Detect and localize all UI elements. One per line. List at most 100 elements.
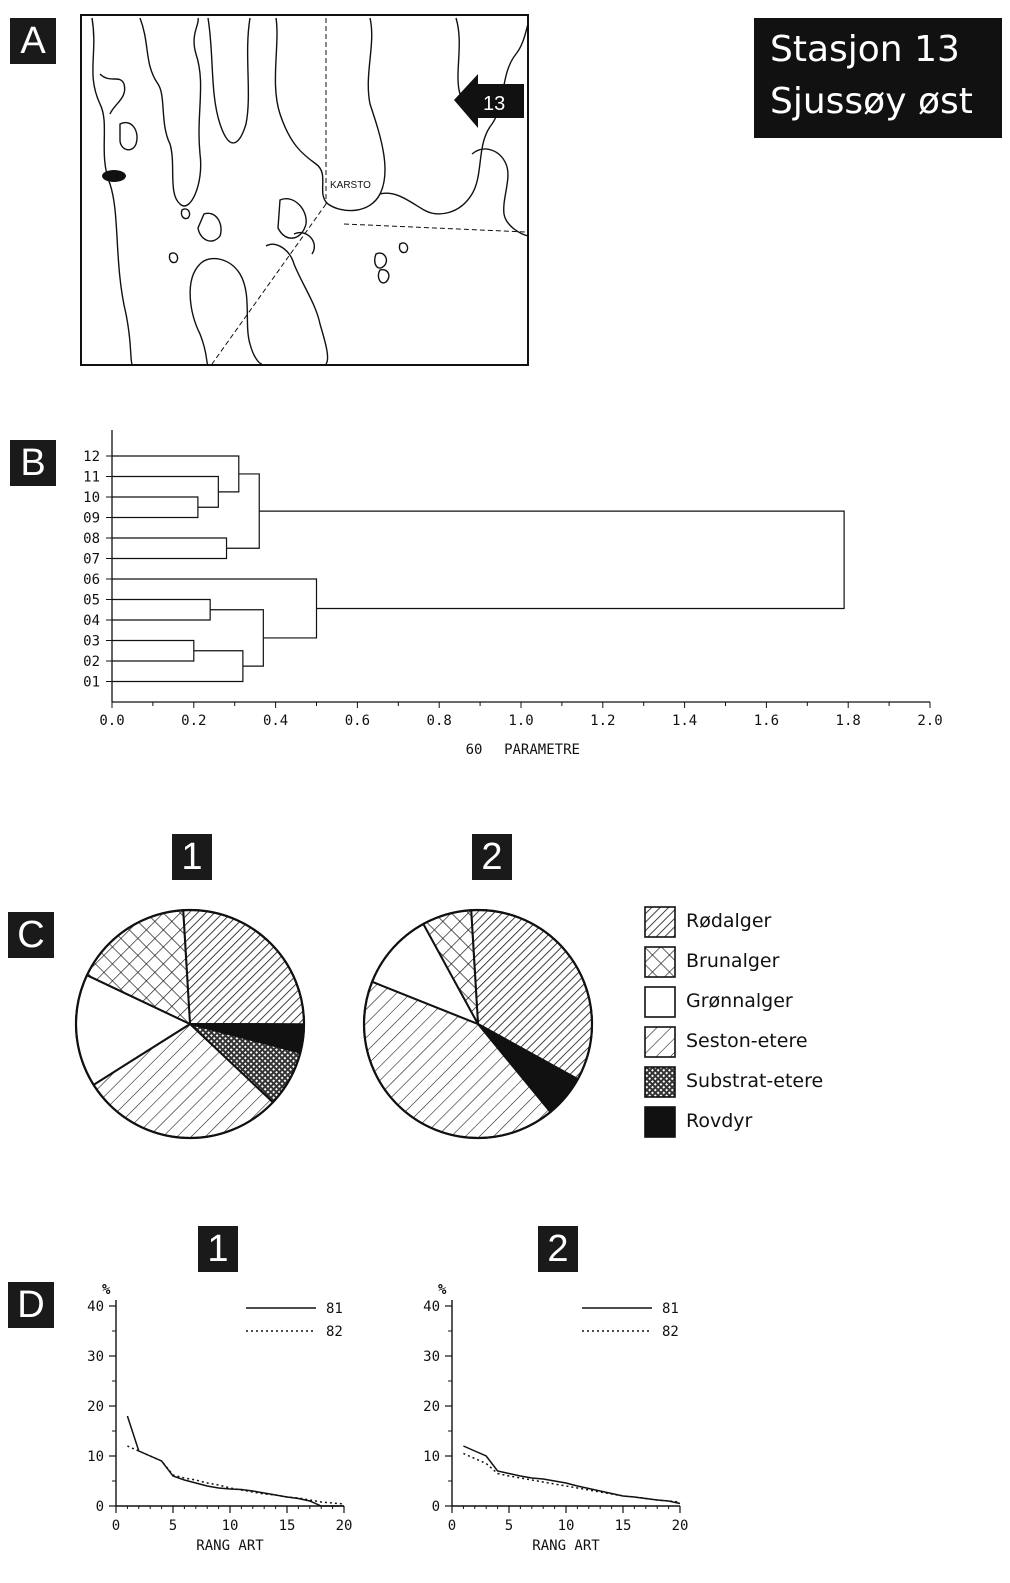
station-marker-number: 13 xyxy=(483,93,505,115)
dendrogram-leaf-label: 11 xyxy=(83,470,100,486)
dendrogram-x-tick-label: 1.2 xyxy=(590,713,615,729)
rank-abundance-chart-2: %40 30 20 10 00 5 10 15 20 RANG ART 81 82 xyxy=(423,1282,689,1554)
dendrogram-leaf-label: 01 xyxy=(83,675,100,691)
location-map: KARSTO 13 xyxy=(80,14,529,366)
legend-item-substrat: Substrat-etere xyxy=(644,1066,944,1102)
dendrogram-link xyxy=(112,537,228,560)
dark-reef-marker xyxy=(102,170,126,182)
pie-chart-2 xyxy=(362,908,594,1140)
rank-y-tick-label: 30 xyxy=(87,1349,104,1365)
pie-outline xyxy=(74,908,306,1140)
rank-abundance-chart-1: %40 30 20 10 00 5 10 15 20 RANG ART 81 82 xyxy=(87,1282,353,1554)
legend-swatch-rodalger xyxy=(644,906,676,938)
rank-title-2: 2 xyxy=(538,1226,578,1272)
rank-x-tick-label: 10 xyxy=(558,1518,575,1534)
dendrogram-link xyxy=(112,496,199,519)
legend-swatch-substrat xyxy=(644,1066,676,1098)
dendrogram-chart: 12 11 10 09 08 07 06 05 04 03 02 01 0.0 0.2 0.4 0.6 0.8 1… xyxy=(83,430,943,758)
rank-series-82 xyxy=(463,1452,681,1503)
rank-title-1: 1 xyxy=(198,1226,238,1272)
rank-x-tick-label: 0 xyxy=(112,1518,120,1534)
dendrogram-leaf-label: 10 xyxy=(83,490,100,506)
rank-x-tick-label: 20 xyxy=(336,1518,353,1534)
dendrogram-leaf-label: 08 xyxy=(83,531,100,547)
rank-x-tick-label: 10 xyxy=(222,1518,239,1534)
dendrogram-link xyxy=(112,639,195,662)
legend-item-seston: Seston-etere xyxy=(644,1026,944,1062)
rank-xlabel: RANG ART xyxy=(532,1538,600,1554)
dendrogram-link xyxy=(226,473,260,549)
station-title-line2: Sjussøy øst xyxy=(770,81,973,122)
dendrogram-x-tick-label: 2.0 xyxy=(917,713,942,729)
rank-x-tick-label: 5 xyxy=(505,1518,513,1534)
pie-title-2: 2 xyxy=(472,834,512,880)
legend-label: Seston-etere xyxy=(686,1030,808,1052)
dendrogram-link xyxy=(112,578,318,639)
dendrogram-link xyxy=(112,455,240,493)
pie-slice xyxy=(182,909,306,1026)
legend-swatch-rovdyr xyxy=(644,1106,676,1138)
rank-y-tick-label: 0 xyxy=(96,1499,104,1515)
dendrogram-x-tick-label: 1.4 xyxy=(672,713,697,729)
dendrogram-leaf-label: 03 xyxy=(83,634,100,650)
pie-chart-1 xyxy=(74,908,306,1140)
dendrogram-link xyxy=(259,510,845,610)
legend-item-gronnalger: Grønnalger xyxy=(644,986,944,1022)
dendrogram-xlabel-number: 60 xyxy=(466,742,483,758)
rank-y-tick-label: 10 xyxy=(87,1449,104,1465)
dendrogram-x-tick-label: 0.2 xyxy=(181,713,206,729)
legend-label: Rovdyr xyxy=(686,1110,753,1132)
dendrogram-link xyxy=(112,598,211,621)
station-title: Stasjon 13 Sjussøy øst xyxy=(754,18,1002,138)
legend-swatch-brunalger xyxy=(644,946,676,978)
legend-label: Substrat-etere xyxy=(686,1070,824,1092)
station-title-line1: Stasjon 13 xyxy=(770,29,960,70)
rank-x-tick-label: 20 xyxy=(672,1518,689,1534)
dendrogram-x-tick-label: 0.4 xyxy=(263,713,288,729)
dendrogram-leaf-label: 12 xyxy=(83,449,100,465)
rank-xlabel: RANG ART xyxy=(196,1538,264,1554)
rank-y-unit: % xyxy=(102,1282,111,1298)
legend-item-rodalger: Rødalger xyxy=(644,906,944,942)
dendrogram-x-tick-label: 1.0 xyxy=(508,713,533,729)
legend-label: Brunalger xyxy=(686,950,780,972)
rank-x-tick-label: 0 xyxy=(448,1518,456,1534)
dendrogram-leaf-label: 07 xyxy=(83,552,100,568)
dendrogram-link xyxy=(112,650,244,683)
rank-series-81 xyxy=(463,1445,681,1505)
dendrogram-x-tick-label: 0.0 xyxy=(99,713,124,729)
rank-y-tick-label: 20 xyxy=(87,1399,104,1415)
dendrogram-xlabel-text: PARAMETRE xyxy=(504,742,580,758)
rank-y-unit: % xyxy=(438,1282,447,1298)
dendrogram-leaf-label: 02 xyxy=(83,654,100,670)
rank-legend-solid-label: 81 xyxy=(662,1301,679,1317)
rank-y-tick-label: 40 xyxy=(87,1299,104,1315)
rank-legend-solid-label: 81 xyxy=(326,1301,343,1317)
dendrogram-x-tick-label: 1.6 xyxy=(754,713,779,729)
dendrogram-link xyxy=(210,609,264,667)
rank-x-tick-label: 15 xyxy=(615,1518,632,1534)
legend-label: Grønnalger xyxy=(686,990,793,1012)
rank-y-tick-label: 0 xyxy=(432,1499,440,1515)
panel-label-b: B xyxy=(10,440,56,486)
dendrogram-leaf-label: 09 xyxy=(83,511,100,527)
dendrogram-x-tick-label: 0.8 xyxy=(427,713,452,729)
rank-legend-dotted-label: 82 xyxy=(326,1324,343,1340)
pie-title-1: 1 xyxy=(172,834,212,880)
station-arrow-marker: 13 xyxy=(454,74,524,128)
rank-y-tick-label: 30 xyxy=(423,1349,440,1365)
rank-series-82 xyxy=(127,1445,345,1505)
legend-item-brunalger: Brunalger xyxy=(644,946,944,982)
dendrogram-link xyxy=(112,475,219,508)
pie-outline xyxy=(362,908,594,1140)
rank-legend-dotted-label: 82 xyxy=(662,1324,679,1340)
rank-y-tick-label: 10 xyxy=(423,1449,440,1465)
dendrogram-leaf-label: 05 xyxy=(83,593,100,609)
legend-swatch-gronnalger xyxy=(644,986,676,1018)
dendrogram-leaf-label: 04 xyxy=(83,613,100,629)
map-place-label: KARSTO xyxy=(330,180,371,191)
dendrogram-x-tick-label: 1.8 xyxy=(836,713,861,729)
panel-label-a: A xyxy=(10,18,56,64)
legend-swatch-seston xyxy=(644,1026,676,1058)
panel-label-c: C xyxy=(8,912,54,958)
